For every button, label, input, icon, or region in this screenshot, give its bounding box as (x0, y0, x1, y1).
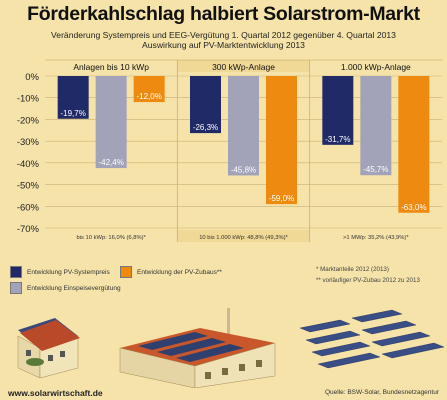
y-tick-label: -30% (17, 137, 40, 148)
bar (95, 76, 127, 169)
bar-value-label: -31,7% (325, 135, 350, 144)
category-footnote: >1 MWp: 35,2% (43,9%)* (343, 235, 409, 241)
bar-value-label: -19,7% (60, 109, 85, 118)
category-footnote: bis 10 kWp: 16,0% (6,8%)* (77, 235, 147, 241)
y-tick-label: 0% (25, 72, 39, 83)
chart-subtitle-2: Auswirkung auf PV-Marktentwicklung 2013 (142, 40, 305, 50)
legend-item-systempreis: Entwicklung PV-Systempreis (10, 266, 110, 278)
category-footnote: 10 bis 1.000 kWp: 48,8% (49,3%)* (199, 235, 288, 241)
bar-value-label: -63,0% (401, 203, 426, 212)
source-note: Quelle: BSW-Solar, Bundesnetzagentur (324, 389, 439, 396)
bar (57, 76, 89, 119)
solar-landscape-illustration (17, 308, 445, 388)
bar-chart: 0% -10% -20% -30% -40% -50% -60% -70% Anlagen bi… (17, 59, 442, 242)
legend-item-zubau: Entwicklung der PV-Zubaus** (120, 266, 222, 278)
category-header-band (309, 60, 442, 72)
legend-label: Entwicklung Einspeisevergütung (27, 284, 121, 292)
category-label: 1.000 kWp-Anlage (341, 62, 411, 72)
chart-title: Förderkahlschlag halbiert Solarstrom-Mar… (27, 3, 420, 25)
y-tick-label: -40% (17, 159, 40, 170)
solar-field-illustration (299, 309, 445, 369)
legend-label: Entwicklung der PV-Zubaus** (137, 268, 222, 276)
bar-value-label: -12,0% (136, 92, 161, 101)
legend-swatch-navy (10, 266, 22, 278)
y-tick-label: -50% (17, 181, 40, 192)
bar (322, 76, 354, 145)
legend-swatch-orange (120, 266, 132, 278)
bar (228, 76, 259, 176)
y-tick-label: -10% (17, 94, 40, 105)
bar-value-label: -59,0% (269, 194, 294, 203)
category-label: 300 kWp-Anlage (212, 62, 275, 72)
bar (360, 76, 392, 176)
footnote-zubau: ** vorläufiger PV-Zubau 2012 zu 2013 (316, 277, 420, 284)
footnote-band (45, 230, 178, 242)
category-label: Anlagen bis 10 kWp (73, 62, 149, 72)
legend-item-verguetung: Entwicklung Einspeisevergütung (10, 282, 121, 294)
bar (190, 76, 221, 134)
bar (398, 76, 430, 213)
bar-value-label: -26,3% (193, 123, 218, 132)
bar-value-label: -45,7% (363, 165, 388, 174)
bar (266, 76, 297, 205)
bar (133, 76, 165, 103)
y-tick-label: -60% (17, 202, 40, 213)
bar-value-label: -45,8% (231, 165, 256, 174)
y-tick-label: -70% (17, 224, 40, 235)
legend-label: Entwicklung PV-Systempreis (27, 268, 110, 276)
barn-illustration (119, 308, 276, 388)
footnote-band (177, 230, 310, 242)
website-url: www.solarwirtschaft.de (8, 388, 103, 398)
chart-subtitle-1: Veränderung Systempreis und EEG-Vergütun… (51, 30, 396, 40)
legend-swatch-grey (10, 282, 22, 294)
footnote-band (309, 230, 442, 242)
category-header-band (45, 60, 178, 72)
bar-value-label: -42,4% (98, 158, 123, 167)
house-illustration (17, 318, 80, 379)
y-tick-label: -20% (17, 115, 40, 126)
category-header-band (177, 60, 310, 72)
footnote-marktanteile: * Marktanteile 2012 (2013) (316, 266, 389, 273)
